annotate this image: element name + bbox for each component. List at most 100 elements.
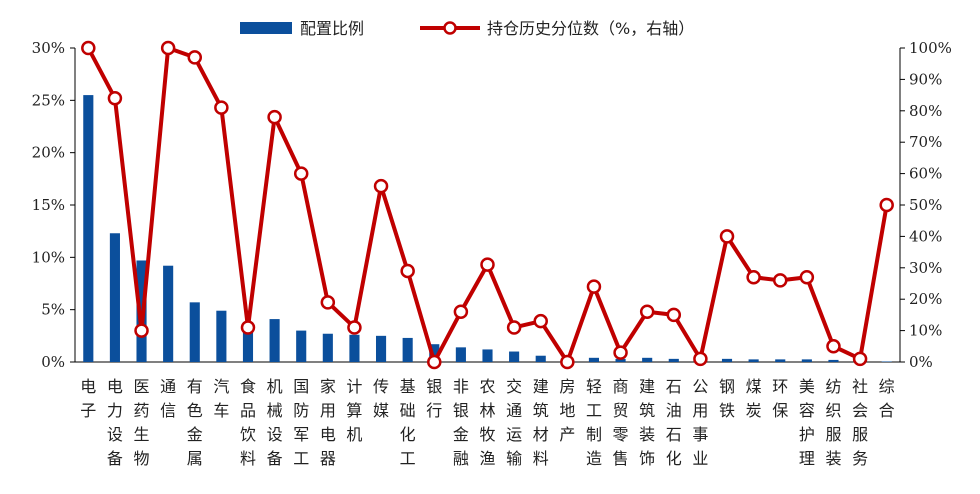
category-label: 国防军工 bbox=[293, 377, 309, 468]
bar bbox=[189, 302, 200, 362]
line-point bbox=[799, 269, 815, 285]
line-point bbox=[160, 40, 176, 56]
legend: 配置比例 持仓历史分位数（%，右轴） bbox=[240, 19, 694, 38]
bar bbox=[349, 334, 360, 362]
category-label: 煤炭 bbox=[746, 377, 762, 420]
bar bbox=[642, 357, 653, 362]
line-point bbox=[400, 263, 415, 279]
y-right-tick-label: 0% bbox=[909, 353, 933, 371]
bar bbox=[83, 95, 94, 362]
y-left-tick-label: 25% bbox=[32, 91, 65, 109]
category-label: 交通运输 bbox=[506, 377, 522, 468]
bars bbox=[83, 95, 892, 362]
bar bbox=[801, 359, 812, 362]
bar bbox=[455, 347, 466, 362]
legend-bar-swatch bbox=[240, 22, 292, 34]
bar bbox=[828, 359, 839, 362]
bar bbox=[588, 357, 600, 362]
bar bbox=[375, 335, 387, 362]
bar bbox=[402, 337, 413, 362]
y-right-tick-label: 60% bbox=[909, 165, 942, 183]
bar bbox=[269, 319, 280, 362]
category-label: 基础化工 bbox=[400, 377, 416, 468]
line-point bbox=[746, 269, 761, 285]
category-label: 银行 bbox=[426, 377, 442, 420]
category-label: 建筑材料 bbox=[533, 377, 549, 468]
category-label: 计算机 bbox=[346, 377, 362, 444]
line-point bbox=[772, 273, 788, 288]
y-left-tick-label: 0% bbox=[41, 353, 65, 371]
category-label: 纺织服装 bbox=[825, 377, 841, 468]
bar bbox=[775, 359, 786, 362]
bar bbox=[163, 265, 174, 362]
y-right-tick-label: 70% bbox=[909, 133, 942, 151]
line-point bbox=[293, 166, 309, 181]
axes: 0% 5% 10% 15% 20% 25% 30% 0% 10% 20% 30% 40% 50% 60% 7… bbox=[32, 39, 952, 371]
y-right-tick-label: 50% bbox=[909, 196, 942, 214]
percentile-line-path bbox=[86, 46, 889, 364]
line-point bbox=[240, 320, 256, 335]
category-label: 传媒 bbox=[373, 377, 389, 420]
bar bbox=[509, 351, 520, 362]
bar bbox=[322, 333, 333, 362]
line-point bbox=[81, 40, 96, 56]
category-label: 房地产 bbox=[559, 377, 575, 444]
category-label: 钢铁 bbox=[719, 377, 735, 420]
category-label: 轻工制造 bbox=[586, 377, 602, 468]
line-point bbox=[373, 178, 389, 194]
category-labels: 电子电力设备医药生物通信有色金属汽车食品饮料机械设备国防军工家用电器计算机传媒基… bbox=[80, 377, 894, 468]
category-label: 非银金融 bbox=[453, 377, 469, 468]
category-label: 电力设备 bbox=[107, 377, 123, 468]
line-point bbox=[214, 100, 229, 115]
line-point bbox=[506, 320, 522, 335]
line-point bbox=[453, 304, 469, 320]
category-label: 通信 bbox=[160, 377, 176, 420]
line-point bbox=[613, 345, 628, 360]
category-label: 电子 bbox=[80, 377, 96, 420]
category-label: 有色金属 bbox=[187, 377, 203, 468]
line-point bbox=[666, 307, 682, 323]
y-right-tick-label: 100% bbox=[909, 39, 952, 57]
line-point bbox=[480, 257, 495, 272]
line-point bbox=[693, 351, 708, 367]
bar bbox=[482, 349, 493, 362]
line-point bbox=[320, 295, 336, 310]
y-left-tick-label: 10% bbox=[32, 248, 65, 266]
category-label: 建筑装饰 bbox=[639, 377, 655, 468]
line-point bbox=[639, 304, 655, 320]
line-point bbox=[347, 320, 362, 335]
bar bbox=[296, 330, 307, 362]
line-point bbox=[826, 339, 841, 354]
line-point bbox=[107, 90, 123, 106]
category-label: 社会服务 bbox=[852, 377, 868, 468]
y-left-tick-label: 5% bbox=[41, 301, 65, 319]
y-left-tick-label: 30% bbox=[32, 39, 65, 57]
line-point bbox=[187, 50, 203, 65]
line-point bbox=[719, 229, 735, 244]
percentile-line bbox=[81, 40, 894, 370]
line-point bbox=[879, 197, 894, 213]
category-label: 综合 bbox=[879, 377, 895, 420]
category-label: 美容护理 bbox=[799, 377, 815, 468]
bar bbox=[615, 358, 626, 362]
legend-line-marker bbox=[443, 21, 457, 35]
line-point bbox=[427, 354, 442, 370]
y-right-tick-label: 20% bbox=[909, 290, 942, 308]
category-label: 家用电器 bbox=[320, 377, 336, 468]
line-point bbox=[533, 313, 548, 329]
category-label: 公用事业 bbox=[692, 377, 708, 468]
bar bbox=[668, 358, 679, 362]
y-right-tick-label: 40% bbox=[909, 227, 942, 245]
y-right-tick-label: 80% bbox=[909, 102, 942, 120]
bar bbox=[535, 355, 546, 362]
legend-line-label: 持仓历史分位数（%，右轴） bbox=[487, 19, 694, 38]
line-point bbox=[852, 351, 868, 367]
category-label: 商贸零售 bbox=[613, 377, 629, 468]
bar bbox=[109, 233, 120, 362]
y-right-tick-label: 90% bbox=[909, 70, 942, 88]
y-right-tick-label: 10% bbox=[909, 322, 942, 340]
line-point bbox=[560, 354, 575, 370]
y-left-tick-label: 20% bbox=[32, 144, 65, 162]
category-label: 医药生物 bbox=[134, 377, 150, 468]
